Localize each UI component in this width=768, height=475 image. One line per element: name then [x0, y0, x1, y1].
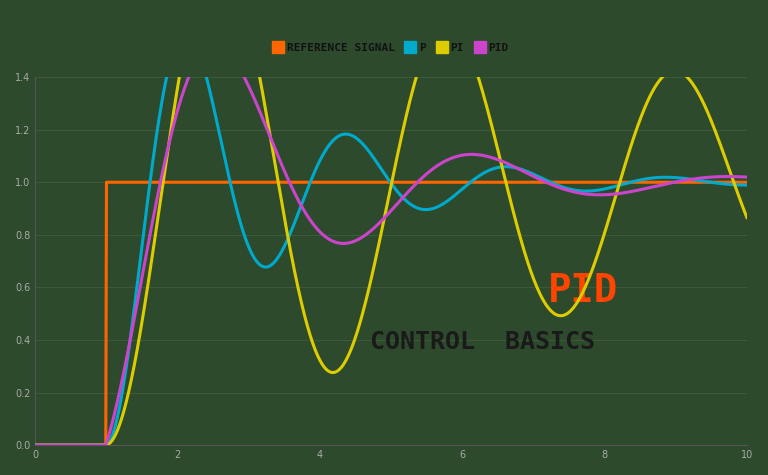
- Text: PID: PID: [548, 272, 617, 310]
- Text: CONTROL  BASICS: CONTROL BASICS: [369, 330, 594, 354]
- Legend: REFERENCE SIGNAL, P, PI, PID: REFERENCE SIGNAL, P, PI, PID: [269, 38, 513, 57]
